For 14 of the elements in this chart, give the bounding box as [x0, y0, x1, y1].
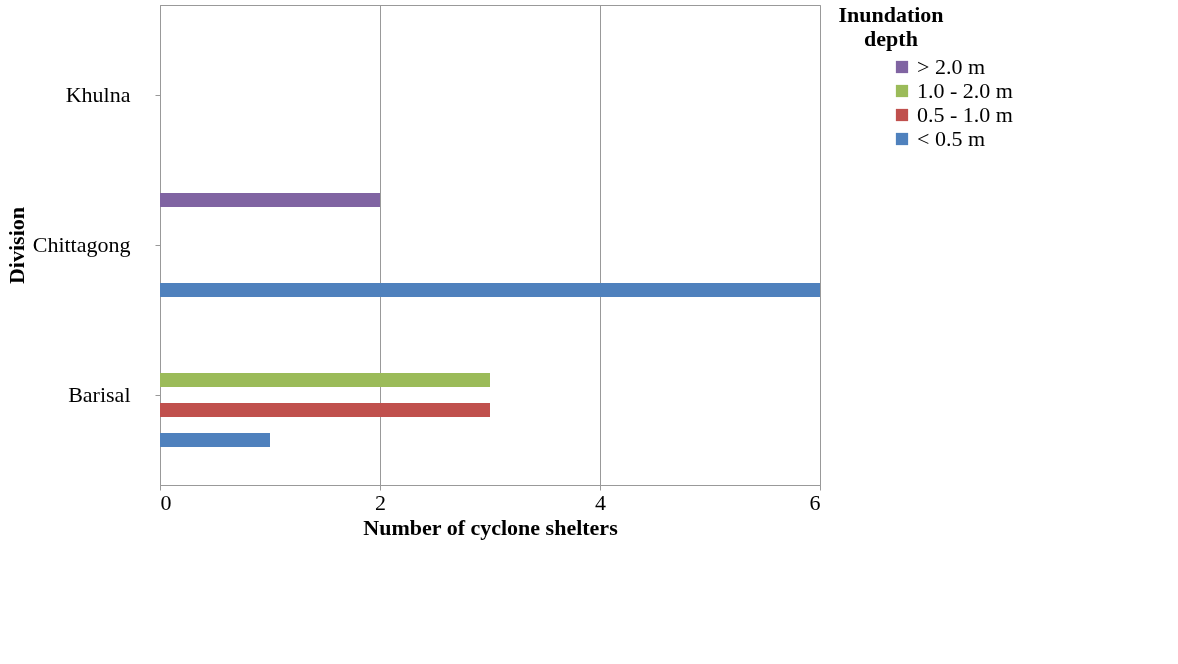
legend-label: 1.0 - 2.0 m — [917, 78, 1013, 103]
x-tick-label: 2 — [375, 489, 386, 515]
x-tick-label: 4 — [595, 489, 606, 515]
x-axis-title: Number of cyclone shelters — [363, 514, 619, 540]
legend-label: > 2.0 m — [917, 54, 986, 79]
x-tick-label: 0 — [160, 489, 172, 515]
y-tick-label: Barisal — [68, 382, 131, 407]
legend-title: Inundation depth — [838, 2, 944, 51]
x-tick-label: 6 — [809, 489, 821, 515]
legend-label: 0.5 - 1.0 m — [917, 102, 1013, 127]
y-tick-label: Khulna — [65, 82, 131, 107]
y-axis-title: Division — [3, 206, 29, 285]
legend-label: < 0.5 m — [917, 126, 986, 151]
y-tick-label: Chittagong — [32, 232, 131, 257]
